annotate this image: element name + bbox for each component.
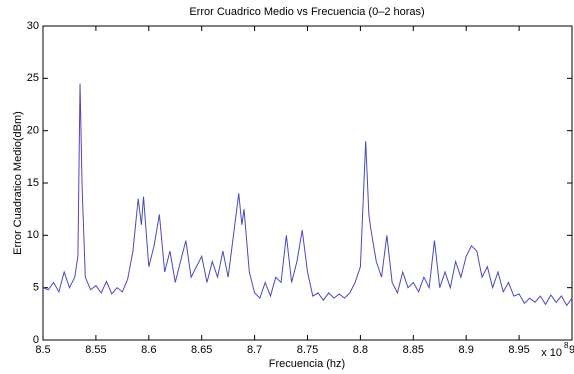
y-tick-label: 20 (27, 125, 39, 137)
y-axis-label: Error Cuadratico Medio(dBm) (12, 111, 24, 255)
x-exponent: 8 (564, 341, 569, 350)
x-tick-label: 8.9 (459, 344, 474, 356)
y-tick-label: 30 (27, 20, 39, 32)
x-tick-label: 8.95 (508, 344, 529, 356)
y-tick-label: 10 (27, 229, 39, 241)
x-exponent-base: x 10 (541, 347, 562, 359)
x-tick-label: 8.6 (141, 344, 156, 356)
plot-frame (42, 25, 573, 341)
x-tick-label: 8.75 (297, 344, 318, 356)
data-line (42, 83, 573, 307)
chart-title: Error Cuadrico Medio vs Frecuencia (0–2 … (189, 6, 424, 18)
y-tick-label: 5 (33, 282, 39, 294)
x-axis-label: Frecuencia (hz) (269, 358, 345, 370)
x-tick-label: 8.55 (85, 344, 106, 356)
x-tick-label: 8.8 (353, 344, 368, 356)
x-tick-label: 8.85 (403, 344, 424, 356)
y-tick-label: 25 (27, 72, 39, 84)
x-tick-label: 8.5 (35, 344, 50, 356)
y-tick-label: 0 (33, 334, 39, 346)
x-tick-label: 9 (569, 344, 574, 356)
y-tick-label: 15 (27, 177, 39, 189)
x-tick-label: 8.65 (191, 344, 212, 356)
x-tick-label: 8.7 (247, 344, 262, 356)
